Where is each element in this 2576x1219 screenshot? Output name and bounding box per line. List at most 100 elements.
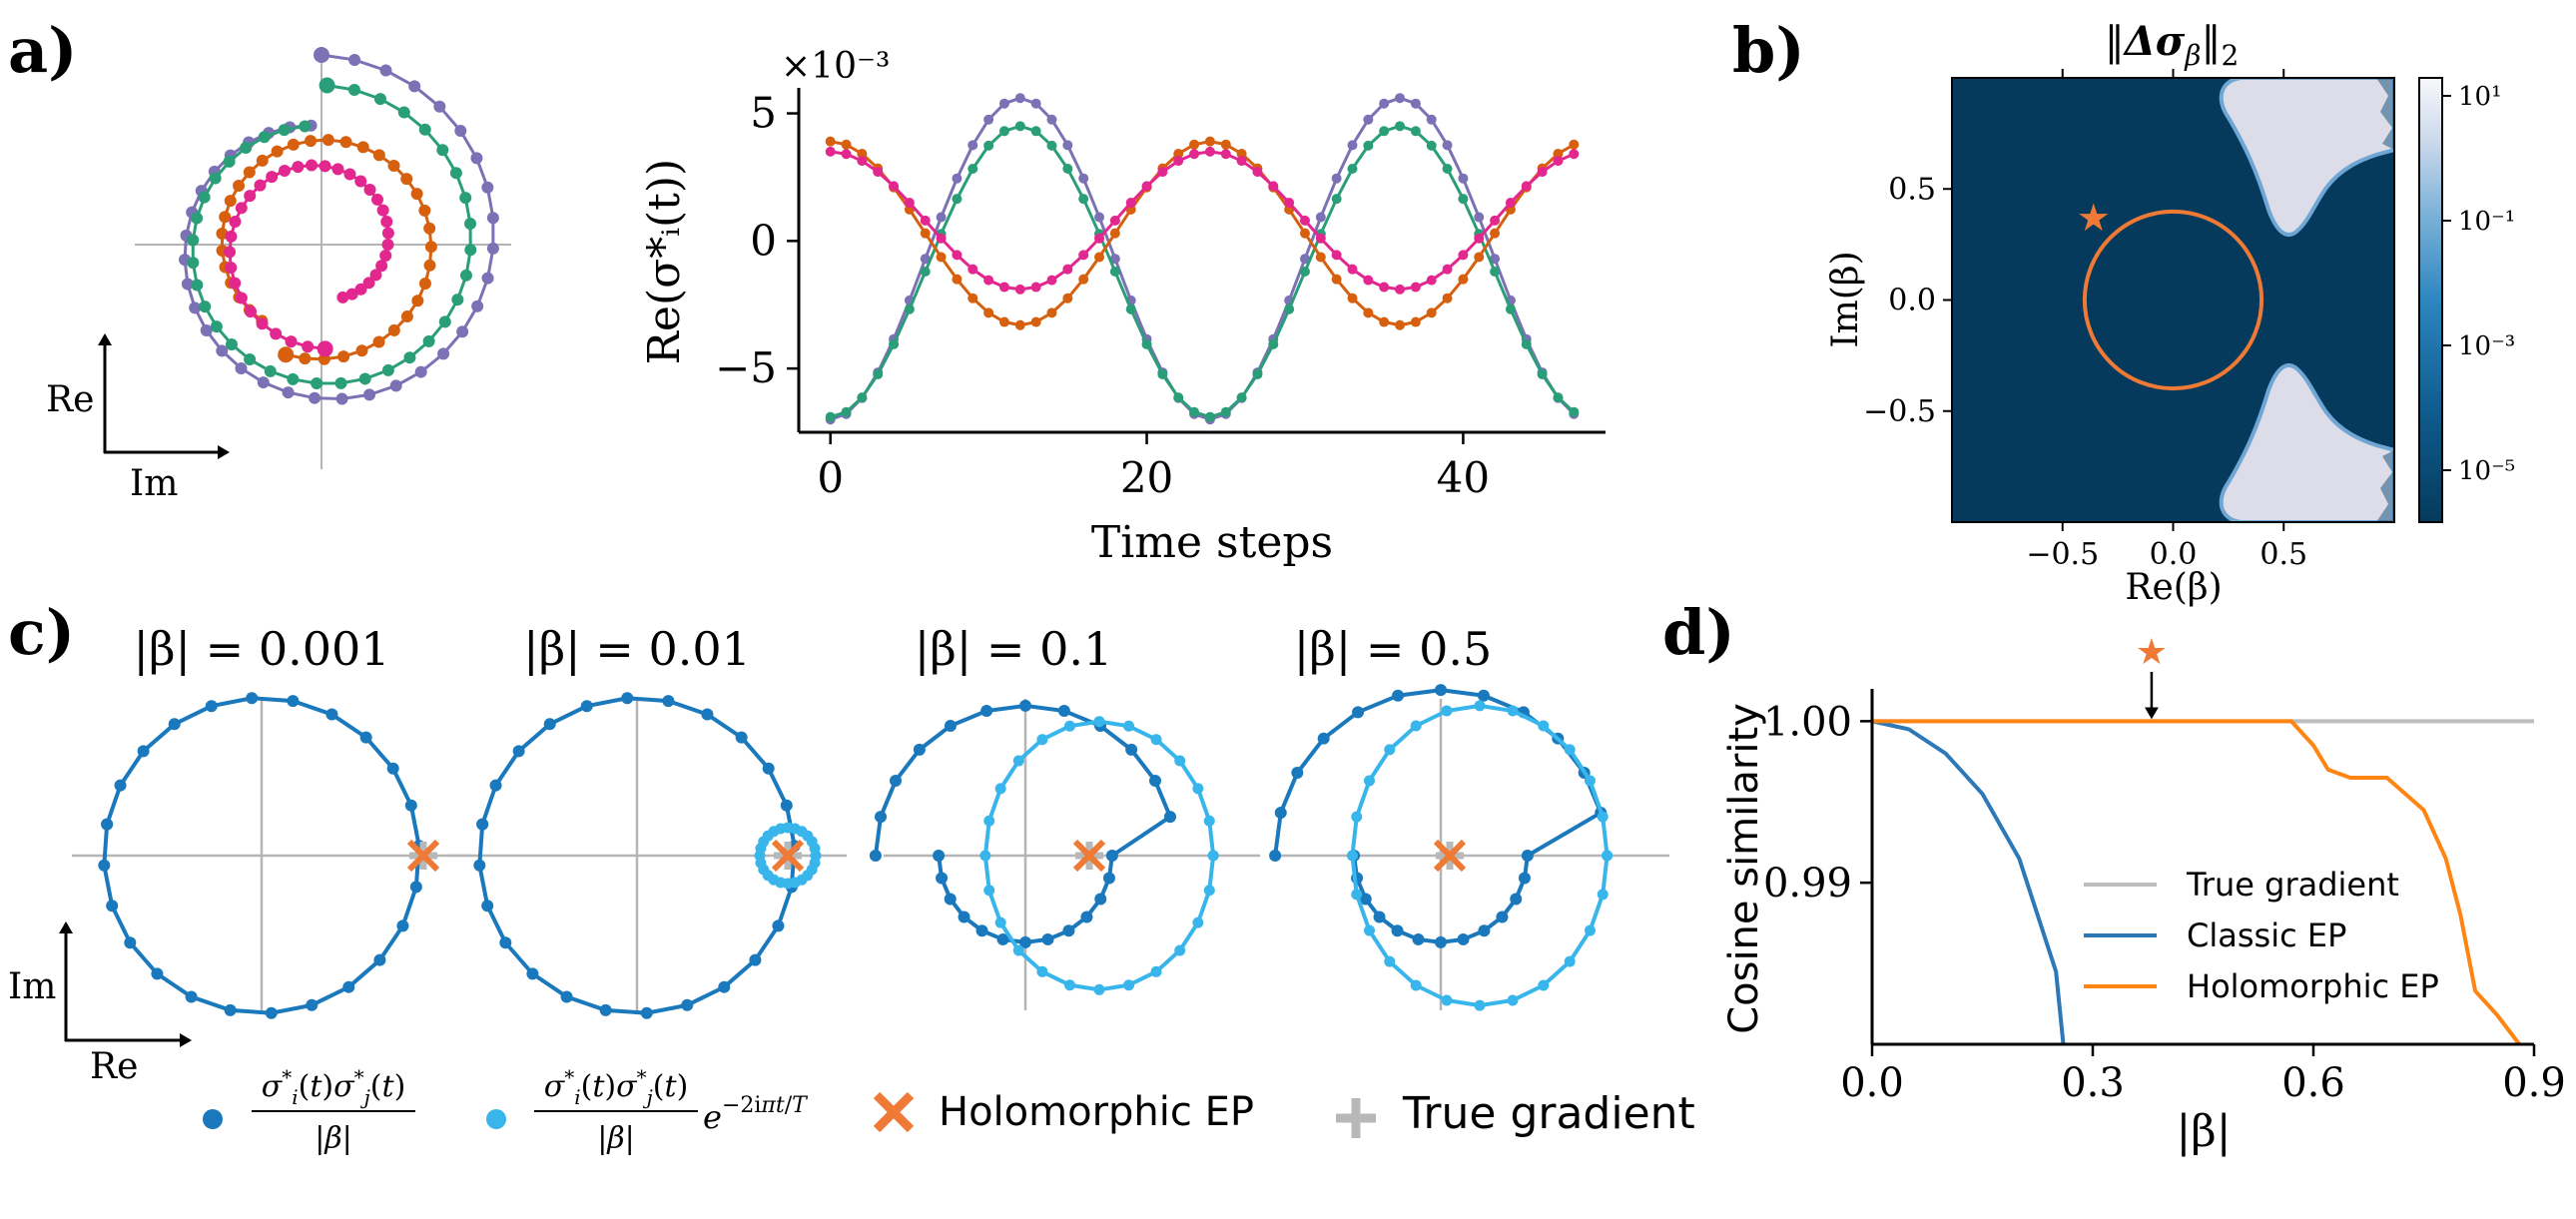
- c-dark-point: [1317, 732, 1330, 745]
- spiral-point-pink: [235, 202, 248, 215]
- timeseries-point-pink: [1410, 282, 1421, 293]
- spiral-point-green: [464, 244, 477, 257]
- spiral-point-green: [198, 191, 211, 204]
- spiral-point-pink: [354, 283, 367, 296]
- panel-label-d: d): [1662, 596, 1735, 669]
- spiral-point-purple: [470, 152, 483, 165]
- c-dark-point: [489, 779, 502, 792]
- spiral-point-orange: [305, 135, 318, 148]
- c-dark-point: [205, 700, 218, 713]
- spiral-point-purple: [282, 386, 295, 399]
- timeseries-plot: 0 20 40 5 0 −5 ×10⁻³ Time steps Re(σ*ᵢ(t)): [639, 46, 1606, 568]
- spiral-point-purple: [481, 181, 494, 194]
- timeseries-point-orange: [1553, 148, 1564, 159]
- timeseries-point-pink: [904, 198, 915, 209]
- spiral-point-orange: [256, 154, 269, 167]
- timeseries-xtick-label: 0: [817, 453, 844, 502]
- c-ep-marker: [1072, 839, 1106, 873]
- timeseries-point-purple: [967, 140, 978, 151]
- spiral-point-green: [287, 372, 300, 385]
- timeseries-point-pink: [1157, 167, 1168, 178]
- timeseries-point-green: [1030, 126, 1041, 137]
- heatmap-ytick-label: −0.5: [1863, 394, 1936, 429]
- spiral-point-pink: [319, 160, 331, 173]
- timeseries-point-purple: [1458, 173, 1469, 184]
- spiral-point-green: [347, 84, 360, 97]
- timeseries-ylabel: Re(σ*ᵢ(t)): [639, 159, 690, 364]
- timeseries-point-pink: [1252, 167, 1263, 178]
- c-dark-point: [1019, 699, 1031, 712]
- timeseries-point-green: [1014, 121, 1025, 132]
- c-light-point: [1507, 994, 1519, 1006]
- timeseries-point-purple: [1109, 254, 1120, 265]
- timeseries-point-purple: [1410, 98, 1421, 109]
- timeseries-point-green: [1537, 369, 1548, 380]
- spiral-point-orange: [224, 195, 237, 208]
- timeseries-point-green: [1299, 267, 1310, 277]
- timeseries-ytick-label: −5: [715, 343, 777, 392]
- timeseries-point-pink: [1458, 250, 1469, 261]
- c-light-point: [1364, 775, 1376, 787]
- timeseries-point-green: [1379, 126, 1390, 137]
- cosine-line-holo: [1872, 719, 2521, 1046]
- c-light-point: [1346, 850, 1358, 862]
- timeseries-point-pink: [967, 264, 978, 275]
- c-dark-point: [735, 731, 748, 744]
- timeseries-point-green: [1331, 194, 1342, 205]
- c-light-point: [994, 916, 1006, 928]
- spiral-point-green: [403, 351, 416, 364]
- c-light-point: [1203, 815, 1215, 827]
- timeseries-point-purple: [1331, 173, 1342, 184]
- c-light-point: [1192, 783, 1204, 795]
- spiral-point-purple: [437, 347, 450, 360]
- timeseries-point-orange: [1220, 139, 1231, 150]
- c-dark-point: [1477, 689, 1490, 702]
- timeseries-point-pink: [1299, 215, 1310, 226]
- spiral-point-purple: [486, 212, 499, 225]
- heatmap-xtick-label: −0.5: [2026, 537, 2099, 572]
- timeseries-point-purple: [1030, 98, 1041, 109]
- colorbar-tick-label: 10¹: [2458, 82, 2502, 112]
- c-dark-point: [481, 900, 494, 913]
- spiral-point-orange: [243, 166, 256, 179]
- c-dark-point: [373, 953, 386, 966]
- c-dark-point: [106, 900, 119, 913]
- timeseries-point-purple: [1490, 254, 1501, 265]
- spiral-point-orange: [299, 352, 312, 365]
- c-light-point: [1410, 720, 1422, 732]
- c-light-point: [1207, 850, 1219, 862]
- c-re-label: Re: [90, 1046, 138, 1087]
- c-dark-point: [1521, 850, 1534, 862]
- c-dark-point: [1352, 706, 1365, 719]
- c-light-point: [983, 815, 995, 827]
- spiral-point-green: [358, 372, 371, 385]
- c-dark-point: [124, 936, 137, 949]
- c-dark-point: [1457, 932, 1470, 945]
- c-light-point: [1584, 775, 1596, 787]
- timeseries-point-pink: [1569, 149, 1580, 160]
- c-dark-point: [996, 932, 1009, 945]
- timeseries-point-pink: [1363, 275, 1374, 286]
- timeseries-point-pink: [825, 146, 836, 157]
- spiral-point-green: [187, 257, 200, 270]
- c-dark-point: [869, 850, 882, 862]
- timeseries-point-green: [1189, 406, 1200, 417]
- c-dark-point: [512, 745, 525, 758]
- legend-marker-ep: [873, 1091, 915, 1133]
- spiral-point-orange: [287, 138, 300, 151]
- heatmap-unit-circle: [2082, 209, 2264, 391]
- c-light-point: [1036, 965, 1048, 977]
- c-dark-point: [185, 990, 198, 1003]
- c-dark-point: [1291, 767, 1304, 780]
- c-light-point: [1538, 720, 1550, 732]
- colorbar: [2418, 77, 2443, 523]
- c-light-point: [1602, 850, 1613, 862]
- c-light-point: [1192, 916, 1204, 928]
- c-dark-point: [1019, 935, 1031, 948]
- timeseries-point-orange: [857, 148, 868, 159]
- c-dark-point: [306, 998, 319, 1011]
- c-subpanel: |β| = 0.01: [447, 622, 847, 1019]
- spiral-point-orange: [423, 222, 436, 235]
- legend-marker-dark: [203, 1109, 223, 1129]
- timeseries-point-pink: [1141, 181, 1152, 192]
